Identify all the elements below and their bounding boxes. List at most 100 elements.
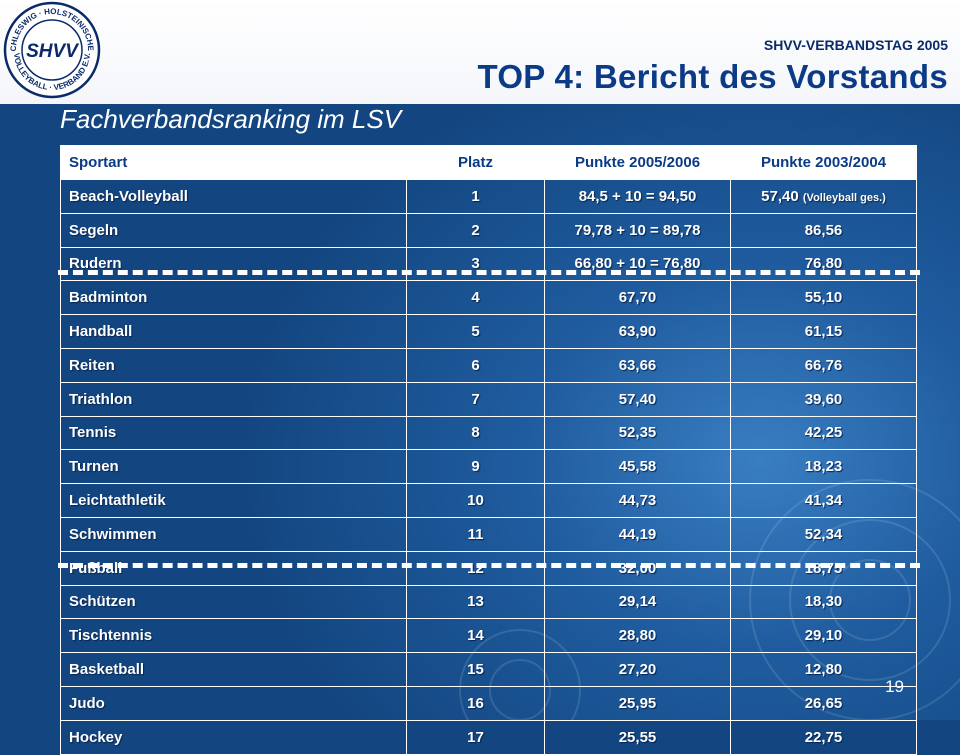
punkte-2003-value: 18,23 [804, 458, 843, 476]
punkte-2003-value: 41,34 [804, 492, 843, 510]
cell-punkte-2003: 39,60 [730, 381, 917, 417]
cell-platz: 1 [406, 179, 545, 214]
punkte-2003-value: 42,25 [804, 424, 843, 442]
punkte-2003-value: 26,65 [804, 694, 843, 712]
cell-punkte-2003: 22,75 [730, 719, 917, 755]
cell-platz: 6 [406, 347, 545, 383]
table-row: Handball 5 63,90 61,15 [60, 314, 917, 349]
cell-punkte-2003: 55,10 [730, 280, 917, 316]
table-row: Tennis 8 52,35 42,25 [60, 415, 917, 451]
punkte-2003-value: 86,56 [804, 221, 843, 239]
cell-platz: 5 [406, 314, 545, 349]
punkte-2003-value: 39,60 [804, 390, 843, 408]
punkte-2003-value: 66,76 [804, 356, 843, 374]
header-punkte-2005: Punkte 2005/2006 [544, 145, 731, 180]
punkte-2003-value: 22,75 [804, 728, 843, 746]
logo-text: SHVV [26, 41, 79, 62]
cell-sportart: Beach-Volleyball [60, 179, 407, 214]
cell-punkte-2003: 18,23 [730, 449, 917, 485]
cell-punkte-2003: 76,80 [730, 246, 917, 282]
cell-platz: 8 [406, 415, 545, 451]
cell-punkte-2005: 28,80 [544, 618, 731, 654]
cell-punkte-2005: 25,95 [544, 685, 731, 721]
page-number: 19 [885, 677, 904, 696]
table-row: Basketball 15 27,20 12,80 [60, 652, 917, 687]
cell-punkte-2003: 52,34 [730, 516, 917, 552]
punkte-2003-value: 55,10 [804, 289, 843, 307]
punkte-2003-value: 61,15 [804, 323, 843, 341]
cell-punkte-2005: 44,19 [544, 516, 731, 552]
header-bar: SCHLESWIG · HOLSTEINISCHER VOLLEYBALL · … [0, 0, 960, 104]
cell-platz: 9 [406, 449, 545, 485]
cell-sportart: Leichtathletik [60, 483, 407, 518]
table-row: Segeln 2 79,78 + 10 = 89,78 86,56 [60, 212, 917, 248]
cell-platz: 10 [406, 483, 545, 518]
event-label: SHVV-VERBANDSTAG 2005 [763, 37, 948, 53]
cell-platz: 7 [406, 381, 545, 417]
table-row: Fußball 12 32,00 18,75 [60, 550, 917, 586]
cell-punkte-2003: 29,10 [730, 618, 917, 654]
slide-title: TOP 4: Bericht des Vorstands [477, 58, 948, 95]
table-row: Hockey 17 25,55 22,75 [60, 719, 917, 755]
table-row: Rudern 3 66,80 + 10 = 76,80 76,80 [60, 246, 917, 282]
cell-sportart: Judo [60, 685, 407, 721]
cell-platz: 13 [406, 584, 545, 620]
cell-punkte-2005: 63,66 [544, 347, 731, 383]
cell-punkte-2003: 57,40 (Volleyball ges.) [730, 179, 917, 214]
divider-line [58, 563, 920, 568]
punkte-2003-value: 52,34 [804, 525, 843, 543]
punkte-2003-value: 57,40 [761, 187, 799, 205]
cell-sportart: Tischtennis [60, 618, 407, 654]
cell-sportart: Badminton [60, 280, 407, 316]
table-row: Reiten 6 63,66 66,76 [60, 347, 917, 383]
cell-punkte-2003: 66,76 [730, 347, 917, 383]
cell-punkte-2005: 29,14 [544, 584, 731, 620]
cell-punkte-2005: 66,80 + 10 = 76,80 [544, 246, 731, 282]
cell-sportart: Rudern [60, 246, 407, 282]
punkte-2003-value: 12,80 [804, 661, 843, 679]
header-sportart: Sportart [60, 145, 407, 180]
cell-platz: 14 [406, 618, 545, 654]
cell-sportart: Schwimmen [60, 516, 407, 552]
cell-sportart: Schützen [60, 584, 407, 620]
cell-platz: 2 [406, 212, 545, 248]
cell-sportart: Turnen [60, 449, 407, 485]
cell-sportart: Handball [60, 314, 407, 349]
table-header-row: Sportart Platz Punkte 2005/2006 Punkte 2… [60, 145, 917, 180]
punkte-2003-value: 18,30 [804, 593, 843, 611]
table-row: Schwimmen 11 44,19 52,34 [60, 516, 917, 552]
cell-punkte-2005: 84,5 + 10 = 94,50 [544, 179, 731, 214]
cell-sportart: Basketball [60, 652, 407, 687]
cell-platz: 4 [406, 280, 545, 316]
ranking-table: Sportart Platz Punkte 2005/2006 Punkte 2… [60, 145, 917, 755]
punkte-2003-value: 29,10 [804, 627, 843, 645]
punkte-2003-note: (Volleyball ges.) [802, 191, 886, 204]
table-row: Turnen 9 45,58 18,23 [60, 449, 917, 485]
header-platz: Platz [406, 145, 545, 180]
cell-punkte-2003: 86,56 [730, 212, 917, 248]
table-row: Tischtennis 14 28,80 29,10 [60, 618, 917, 654]
table-row: Badminton 4 67,70 55,10 [60, 280, 917, 316]
cell-sportart: Triathlon [60, 381, 407, 417]
header-punkte-2003: Punkte 2003/2004 [730, 145, 917, 180]
cell-punkte-2003: 61,15 [730, 314, 917, 349]
table-row: Judo 16 25,95 26,65 [60, 685, 917, 721]
slide-subtitle: Fachverbandsranking im LSV [60, 104, 402, 134]
divider-line [58, 270, 920, 275]
table-row: Beach-Volleyball 1 84,5 + 10 = 94,50 57,40 … [60, 179, 917, 214]
table-row: Triathlon 7 57,40 39,60 [60, 381, 917, 417]
cell-punkte-2003: 18,30 [730, 584, 917, 620]
shvv-logo: SCHLESWIG · HOLSTEINISCHER VOLLEYBALL · … [2, 0, 101, 99]
cell-punkte-2003: 42,25 [730, 415, 917, 451]
cell-platz: 15 [406, 652, 545, 687]
cell-punkte-2005: 52,35 [544, 415, 731, 451]
cell-punkte-2005: 79,78 + 10 = 89,78 [544, 212, 731, 248]
cell-sportart: Fußball [60, 550, 407, 586]
cell-punkte-2005: 45,58 [544, 449, 731, 485]
cell-punkte-2003: 18,75 [730, 550, 917, 586]
cell-punkte-2005: 63,90 [544, 314, 731, 349]
cell-punkte-2005: 25,55 [544, 719, 731, 755]
cell-punkte-2005: 44,73 [544, 483, 731, 518]
cell-platz: 11 [406, 516, 545, 552]
cell-platz: 12 [406, 550, 545, 586]
